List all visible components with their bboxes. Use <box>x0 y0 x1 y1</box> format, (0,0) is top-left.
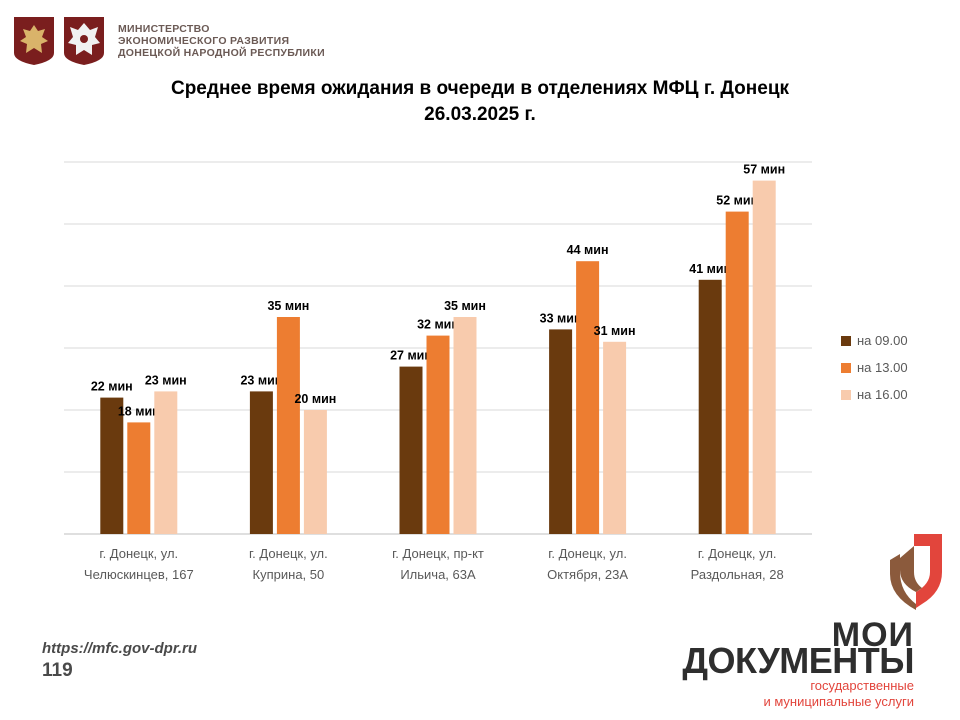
legend-swatch <box>841 363 851 373</box>
data-label: 27 мин <box>390 349 432 363</box>
page-number: 119 <box>42 660 73 681</box>
category-label: г. Донецк, ул. <box>548 546 627 561</box>
bar <box>303 410 327 534</box>
legend-swatch <box>841 390 851 400</box>
data-label: 35 мин <box>444 299 486 313</box>
category-label: г. Донецк, пр-кт <box>392 546 484 561</box>
category-label: г. Донецк, ул. <box>698 546 777 561</box>
bar <box>276 317 300 534</box>
data-label: 33 мин <box>540 311 582 325</box>
category-label: Раздольная, 28 <box>691 567 784 582</box>
data-label: 32 мин <box>417 318 459 332</box>
my-documents-emblem-icon <box>890 534 942 610</box>
bar <box>576 261 600 534</box>
ministry-line-3: ДОНЕЦКОЙ НАРОДНОЙ РЕСПУБЛИКИ <box>118 47 325 59</box>
brand-subtitle-line-2: и муниципальные услуги <box>763 694 914 709</box>
bar <box>698 279 722 534</box>
bar <box>426 335 450 534</box>
legend-label: на 09.00 <box>857 333 908 348</box>
category-label: Куприна, 50 <box>253 567 325 582</box>
data-label: 44 мин <box>567 243 609 257</box>
brand-subtitle-line-1: государственные <box>810 678 914 693</box>
legend-label: на 16.00 <box>857 387 908 402</box>
bar <box>154 391 178 534</box>
bar <box>549 329 573 534</box>
data-label: 23 мин <box>240 373 282 387</box>
russia-coat-of-arms-icon <box>14 17 54 65</box>
data-label: 41 мин <box>689 262 731 276</box>
bar <box>603 341 627 534</box>
header: МИНИСТЕРСТВО ЭКОНОМИЧЕСКОГО РАЗВИТИЯ ДОН… <box>12 14 325 68</box>
data-label: 20 мин <box>294 392 336 406</box>
chart-title-line-2: 26.03.2025 г. <box>424 104 536 125</box>
chart-title-line-1: Среднее время ожидания в очереди в отдел… <box>170 78 790 99</box>
bar <box>453 317 477 534</box>
bar-chart: 22 мин 18 мин 23 мин г. Донецк, ул. Челюскин… <box>64 161 908 582</box>
data-label: 23 мин <box>145 373 187 387</box>
category-label: г. Донецк, ул. <box>99 546 178 561</box>
brand-moi: МОИ <box>831 616 914 654</box>
data-label: 52 мин <box>716 194 758 208</box>
data-label: 22 мин <box>91 380 133 394</box>
data-label: 35 мин <box>267 299 309 313</box>
category-label: г. Донецк, ул. <box>249 546 328 561</box>
ministry-name: МИНИСТЕРСТВО ЭКОНОМИЧЕСКОГО РАЗВИТИЯ ДОН… <box>118 23 325 59</box>
ministry-line-2: ЭКОНОМИЧЕСКОГО РАЗВИТИЯ <box>118 35 290 47</box>
data-label: 18 мин <box>118 404 160 418</box>
data-label: 57 мин <box>743 163 785 177</box>
bar <box>752 180 776 534</box>
dpr-coat-of-arms-icon <box>64 17 104 65</box>
legend-label: на 13.00 <box>857 360 908 375</box>
ministry-line-1: МИНИСТЕРСТВО <box>118 23 210 35</box>
bar <box>725 211 749 534</box>
category-label: Октября, 23А <box>547 567 628 582</box>
bar <box>127 422 151 534</box>
bar <box>100 397 124 534</box>
my-documents-logo: МОИ ДОКУМЕНТЫ государственные и муниципа… <box>682 530 952 720</box>
legend-swatch <box>841 336 851 346</box>
website-url: https://mfc.gov-dpr.ru <box>42 640 197 657</box>
category-label: Челюскинцев, 167 <box>84 567 194 582</box>
chart-title: Среднее время ожидания в очереди в отдел… <box>0 76 960 128</box>
brand-documents: ДОКУМЕНТЫ <box>682 640 914 681</box>
data-label: 31 мин <box>594 324 636 338</box>
category-label: Ильича, 63А <box>400 567 476 582</box>
brand-subtitle: государственные и муниципальные услуги <box>763 678 914 710</box>
bar <box>399 366 423 534</box>
bar <box>249 391 273 534</box>
